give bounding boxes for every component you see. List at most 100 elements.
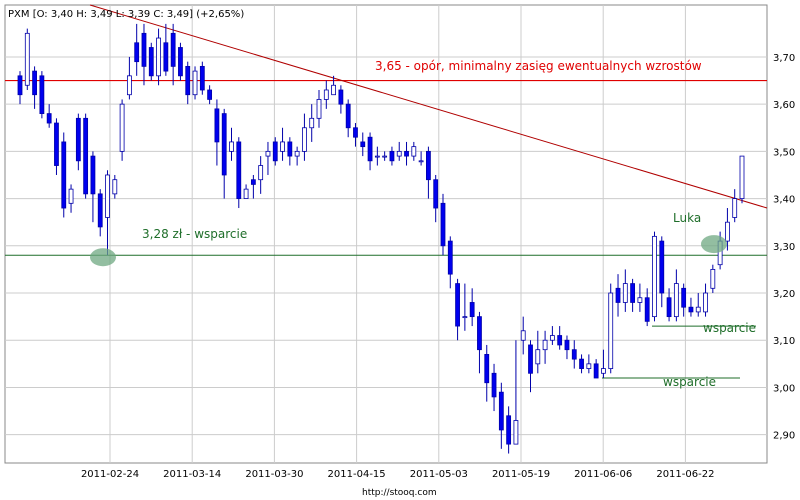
candle-up (112, 179, 118, 195)
trend-line (89, 4, 768, 209)
candle-down (491, 372, 497, 398)
support-2-label: wsparcie (663, 375, 716, 389)
y-tick-label: 2,90 (773, 431, 795, 442)
candle-down (83, 117, 89, 195)
candle-up (24, 32, 30, 86)
support-main-label: 3,28 zł - wsparcie (142, 227, 247, 241)
candles (17, 23, 745, 454)
candle-down (571, 349, 577, 360)
candle-up (309, 117, 315, 129)
candle-up (462, 316, 468, 319)
candle-down (615, 287, 621, 303)
candle-down (170, 32, 176, 67)
candle-down (681, 287, 687, 308)
candle-up (243, 188, 249, 199)
candle-up (703, 292, 708, 313)
candle-up (316, 99, 322, 119)
candle-up (302, 127, 307, 152)
labels: PXM [O: 3,40 H: 3,49 L: 3,39 C: 3,49] (+… (8, 9, 795, 498)
candle-down (338, 89, 344, 105)
candle-up (732, 198, 738, 218)
y-tick-label: 3,00 (773, 383, 795, 394)
candle-down (644, 297, 650, 322)
candle-up (542, 339, 548, 351)
header-change: (+2,65%) (196, 9, 244, 20)
candle-up (652, 235, 657, 318)
reference-lines (5, 4, 768, 379)
gap-marker (701, 235, 727, 254)
candle-down (404, 150, 409, 157)
candle-down (287, 141, 293, 157)
candle-down (97, 193, 103, 228)
markers (90, 235, 727, 267)
candle-up (156, 37, 161, 77)
candle-down (557, 335, 563, 346)
candle-down (666, 297, 672, 318)
candle-down (178, 47, 183, 77)
candle-down (688, 306, 694, 313)
candle-down (272, 141, 278, 162)
candle-up (374, 155, 380, 158)
x-tick-label: 2011-03-14 (163, 469, 221, 480)
candle-up (331, 84, 336, 96)
candle-up (549, 335, 555, 341)
y-tick-label: 3,50 (773, 147, 795, 158)
plot-frame (4, 4, 768, 464)
candle-down (32, 70, 37, 96)
candle-up (382, 155, 388, 158)
candle-up (411, 146, 417, 157)
candle-up (513, 420, 519, 445)
candle-down (250, 179, 256, 185)
candle-up (418, 160, 424, 163)
support-1-label: wsparcie (703, 321, 756, 335)
candle-down (134, 42, 140, 63)
candle-up (695, 306, 701, 313)
candle-down (506, 415, 512, 445)
candle-down (345, 103, 351, 129)
candle-down (46, 113, 52, 124)
candle-down (221, 113, 227, 176)
support-touch-marker (90, 248, 116, 267)
x-tick-label: 2011-03-30 (245, 469, 303, 480)
candle-down (389, 150, 395, 162)
candle-up (126, 75, 132, 96)
gap-label: Luka (673, 211, 701, 225)
candle-up (280, 141, 285, 152)
candle-down (484, 354, 490, 384)
candle-down (659, 240, 665, 294)
candle-up (520, 330, 526, 341)
candle-down (498, 391, 504, 431)
candle-down (367, 136, 373, 162)
x-tick-label: 2011-05-19 (492, 469, 550, 480)
candle-down (214, 108, 220, 143)
x-tick-label: 2011-06-06 (574, 469, 632, 480)
candle-down (630, 283, 636, 303)
candle-up (535, 349, 541, 365)
candle-down (433, 179, 439, 209)
y-tick-label: 3,30 (773, 242, 795, 253)
candle-up (739, 155, 745, 199)
candle-up (119, 103, 125, 152)
candle-up (396, 150, 402, 157)
candle-up (68, 188, 74, 204)
x-tick-label: 2011-02-24 (81, 469, 139, 480)
x-tick-label: 2011-05-03 (410, 469, 468, 480)
x-tick-label: 2011-04-15 (328, 469, 386, 480)
candle-down (141, 32, 147, 67)
candle-down (199, 65, 205, 91)
header-symbol: PXM (8, 9, 30, 20)
header-ohlc: [O: 3,40 H: 3,49 L: 3,39 C: 3,49] (33, 9, 193, 20)
candle-down (447, 240, 453, 275)
candle-up (637, 297, 643, 303)
candle-up (265, 150, 271, 157)
candle-down (236, 141, 242, 199)
candle-up (258, 165, 264, 181)
candle-down (440, 202, 446, 247)
candle-down (17, 75, 23, 96)
candle-down (148, 47, 154, 77)
candle-up (608, 292, 614, 369)
candle-up (229, 141, 234, 152)
candle-down (185, 65, 191, 96)
candle-down (579, 358, 584, 369)
candle-up (673, 283, 679, 318)
